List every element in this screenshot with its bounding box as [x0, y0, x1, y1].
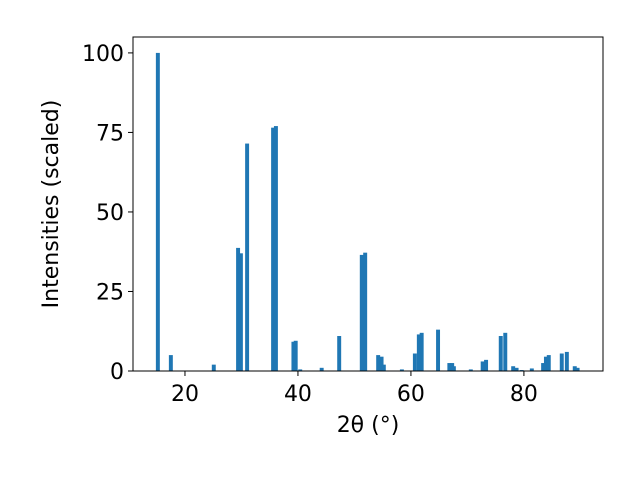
- bar: [291, 341, 296, 371]
- y-tick-label: 50: [96, 201, 124, 226]
- bar: [416, 334, 421, 371]
- bar: [271, 127, 276, 372]
- bar: [236, 247, 241, 371]
- bar: [511, 366, 516, 371]
- bar: [484, 359, 489, 371]
- bar: [376, 355, 381, 371]
- bar: [546, 355, 551, 371]
- bar: [379, 356, 384, 371]
- bar: [514, 367, 519, 371]
- bar: [359, 254, 364, 371]
- bar: [337, 336, 342, 371]
- bar: [155, 52, 160, 372]
- bar: [293, 340, 298, 371]
- bar: [211, 364, 216, 371]
- plot-frame: [132, 36, 604, 372]
- y-tick-label: 100: [82, 42, 124, 67]
- x-axis-label: 2θ (°): [337, 413, 400, 438]
- bar: [541, 363, 546, 371]
- bar: [447, 363, 452, 371]
- y-tick-label: 0: [110, 360, 124, 385]
- x-tick-label: 80: [510, 382, 538, 407]
- bar: [245, 143, 250, 371]
- bar: [319, 367, 324, 371]
- bar: [168, 355, 173, 371]
- bar: [575, 367, 580, 371]
- bar: [572, 366, 577, 371]
- bar: [451, 366, 456, 371]
- y-tick-label: 75: [96, 121, 124, 146]
- bar: [480, 361, 485, 371]
- bar: [529, 368, 534, 371]
- bar: [419, 332, 424, 371]
- y-tick-label: 25: [96, 280, 124, 305]
- bar: [543, 356, 548, 371]
- bar: [399, 369, 404, 371]
- y-axis-label: Intensities (scaled): [39, 100, 64, 309]
- bar: [503, 332, 508, 371]
- x-tick-label: 60: [397, 382, 425, 407]
- bar: [498, 336, 503, 371]
- x-tick-label: 20: [171, 382, 199, 407]
- bar: [381, 364, 386, 371]
- bar: [273, 126, 278, 371]
- bar: [363, 252, 368, 371]
- bar: [412, 353, 417, 371]
- x-tick-label: 40: [284, 382, 312, 407]
- bar: [298, 369, 303, 371]
- bar: [564, 351, 569, 371]
- bar: [559, 353, 564, 371]
- bar: [238, 253, 243, 371]
- bar: [436, 329, 441, 371]
- bar: [468, 369, 473, 371]
